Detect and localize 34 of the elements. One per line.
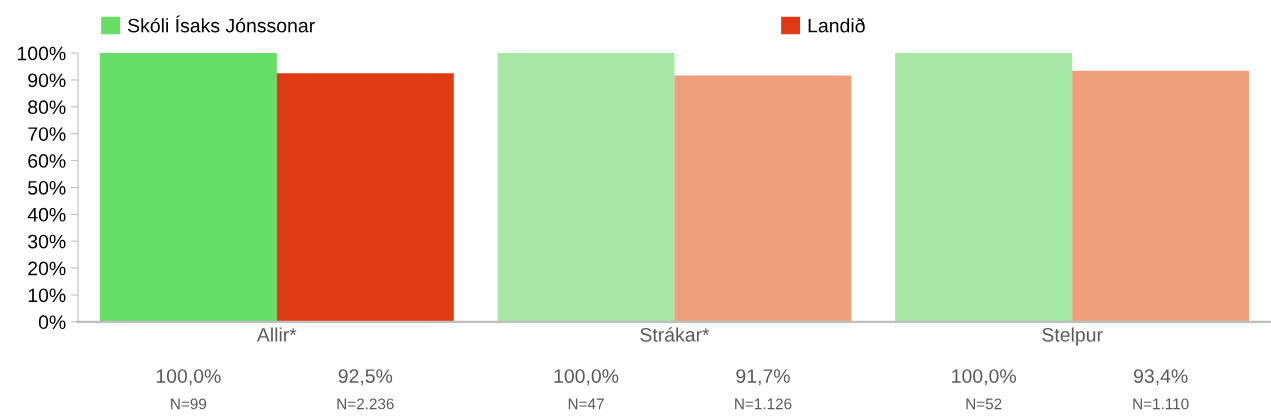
x-tick-label: Stelpur [1042, 327, 1103, 346]
y-tick-label: 90% [28, 73, 66, 88]
y-tick-label: 20% [28, 261, 66, 276]
data-label: 100,0% [156, 369, 221, 386]
text: N=1.110 [1133, 398, 1189, 410]
data-label: 100,0% [554, 369, 619, 386]
y-tick-label: 30% [28, 234, 66, 249]
data-label: 93,4% [1133, 369, 1188, 386]
y-tick-label: 60% [28, 154, 66, 168]
data-label: 91,7% [736, 369, 790, 386]
bar [276, 73, 454, 322]
text: N=99 [171, 398, 207, 410]
y-tick-label: 10% [28, 288, 66, 303]
y-tick-label: 80% [28, 100, 66, 115]
bar [1072, 70, 1250, 322]
y-tick-label: 70% [28, 127, 66, 141]
text: N=47 [568, 398, 604, 410]
bar [674, 75, 852, 322]
text: N=1.126 [735, 398, 792, 410]
y-tick-label: 50% [28, 180, 66, 195]
bar [497, 53, 675, 322]
x-tick-label: Allir* [256, 327, 297, 342]
text: N=52 [966, 398, 1002, 410]
bar [895, 53, 1073, 322]
legend-label: Skóli Ísaks Jónssonar [128, 15, 315, 33]
legend-label: Landið [808, 17, 865, 33]
y-tick-label: 40% [27, 207, 66, 222]
data-label: 100,0% [952, 369, 1016, 386]
text: N=2.236 [337, 398, 394, 410]
y-tick-label: 0% [38, 315, 66, 330]
y-tick-label: 100% [17, 46, 66, 61]
bar [99, 53, 277, 322]
x-tick-label: Strákar* [640, 327, 710, 342]
data-label: 92,5% [338, 369, 393, 386]
